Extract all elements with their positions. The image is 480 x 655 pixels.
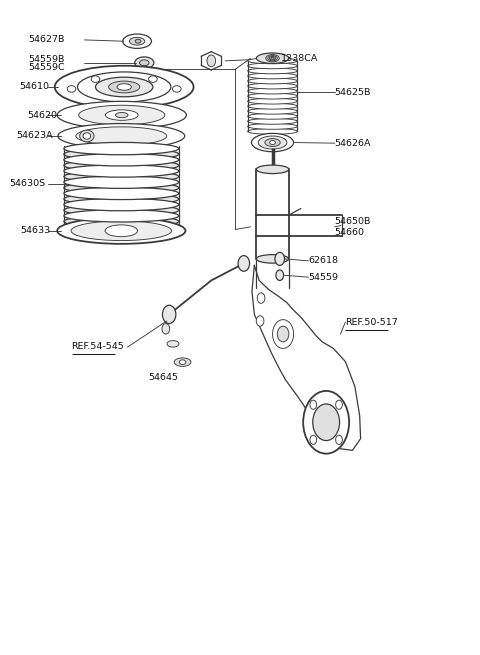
- Ellipse shape: [108, 81, 140, 93]
- Text: 54627B: 54627B: [28, 35, 65, 45]
- Ellipse shape: [248, 124, 298, 129]
- Ellipse shape: [265, 139, 280, 147]
- Text: 54645: 54645: [148, 373, 178, 383]
- Ellipse shape: [248, 108, 298, 114]
- Ellipse shape: [64, 198, 179, 211]
- Ellipse shape: [64, 215, 179, 227]
- Text: 54625B: 54625B: [335, 88, 371, 97]
- Circle shape: [238, 255, 250, 271]
- Ellipse shape: [135, 57, 154, 69]
- Ellipse shape: [116, 113, 128, 118]
- Ellipse shape: [248, 73, 298, 79]
- Ellipse shape: [248, 88, 298, 94]
- Circle shape: [303, 391, 349, 454]
- Ellipse shape: [248, 103, 298, 109]
- Ellipse shape: [91, 76, 100, 83]
- Ellipse shape: [64, 170, 179, 183]
- Ellipse shape: [149, 76, 157, 83]
- Text: 54623A: 54623A: [16, 132, 53, 140]
- Circle shape: [162, 305, 176, 324]
- Circle shape: [257, 293, 265, 303]
- Ellipse shape: [270, 141, 276, 145]
- Ellipse shape: [174, 358, 191, 366]
- Ellipse shape: [135, 39, 141, 43]
- Text: 62618: 62618: [309, 255, 338, 265]
- Ellipse shape: [77, 72, 171, 102]
- Ellipse shape: [140, 60, 149, 66]
- Circle shape: [313, 404, 339, 441]
- Ellipse shape: [106, 110, 138, 121]
- Ellipse shape: [179, 360, 186, 364]
- Ellipse shape: [57, 217, 185, 244]
- Circle shape: [310, 400, 317, 409]
- Ellipse shape: [67, 86, 76, 92]
- Text: 54559B: 54559B: [28, 55, 65, 64]
- Text: 54633: 54633: [20, 226, 50, 235]
- Circle shape: [207, 55, 216, 67]
- Ellipse shape: [96, 77, 153, 97]
- Ellipse shape: [76, 127, 167, 145]
- Ellipse shape: [117, 84, 132, 90]
- Circle shape: [336, 436, 342, 444]
- Ellipse shape: [71, 221, 171, 240]
- Ellipse shape: [172, 86, 181, 92]
- Ellipse shape: [248, 128, 298, 134]
- Ellipse shape: [79, 105, 165, 125]
- Ellipse shape: [55, 66, 193, 108]
- Circle shape: [256, 316, 264, 326]
- Ellipse shape: [252, 134, 294, 152]
- Ellipse shape: [64, 193, 179, 205]
- Ellipse shape: [64, 181, 179, 194]
- Ellipse shape: [167, 341, 179, 347]
- Ellipse shape: [256, 255, 289, 263]
- Text: 1338CA: 1338CA: [281, 54, 319, 63]
- Circle shape: [162, 324, 169, 334]
- Ellipse shape: [64, 210, 179, 222]
- Text: 54630S: 54630S: [9, 179, 46, 188]
- Ellipse shape: [130, 37, 145, 45]
- Ellipse shape: [248, 58, 298, 64]
- Ellipse shape: [258, 136, 287, 149]
- Ellipse shape: [64, 154, 179, 166]
- Ellipse shape: [57, 102, 186, 129]
- Circle shape: [273, 320, 294, 348]
- Ellipse shape: [64, 159, 179, 172]
- Ellipse shape: [248, 63, 298, 69]
- Circle shape: [336, 400, 342, 409]
- Ellipse shape: [64, 176, 179, 189]
- Circle shape: [277, 326, 289, 342]
- Circle shape: [310, 436, 317, 444]
- Text: 54626A: 54626A: [335, 139, 371, 147]
- Ellipse shape: [58, 124, 185, 149]
- Ellipse shape: [83, 133, 91, 140]
- Ellipse shape: [248, 98, 298, 104]
- Ellipse shape: [64, 148, 179, 160]
- Ellipse shape: [64, 204, 179, 216]
- Text: 54620: 54620: [27, 111, 57, 120]
- Ellipse shape: [248, 93, 298, 99]
- Circle shape: [275, 252, 285, 265]
- Ellipse shape: [256, 53, 289, 64]
- Ellipse shape: [64, 187, 179, 200]
- Ellipse shape: [105, 225, 138, 236]
- Text: 54559: 54559: [309, 272, 338, 282]
- Ellipse shape: [256, 165, 289, 174]
- Ellipse shape: [248, 119, 298, 124]
- Ellipse shape: [80, 130, 94, 142]
- Text: REF.50-517: REF.50-517: [345, 318, 398, 327]
- Text: 54650B: 54650B: [335, 217, 371, 226]
- Text: REF.54-545: REF.54-545: [72, 342, 124, 351]
- Ellipse shape: [123, 34, 152, 48]
- Text: 54559C: 54559C: [28, 63, 65, 72]
- Ellipse shape: [248, 83, 298, 89]
- Ellipse shape: [64, 165, 179, 177]
- Ellipse shape: [248, 68, 298, 74]
- Ellipse shape: [248, 113, 298, 119]
- Text: 54660: 54660: [335, 228, 365, 237]
- Ellipse shape: [248, 78, 298, 84]
- Text: 54610: 54610: [19, 83, 49, 92]
- Ellipse shape: [64, 142, 179, 155]
- Circle shape: [276, 270, 284, 280]
